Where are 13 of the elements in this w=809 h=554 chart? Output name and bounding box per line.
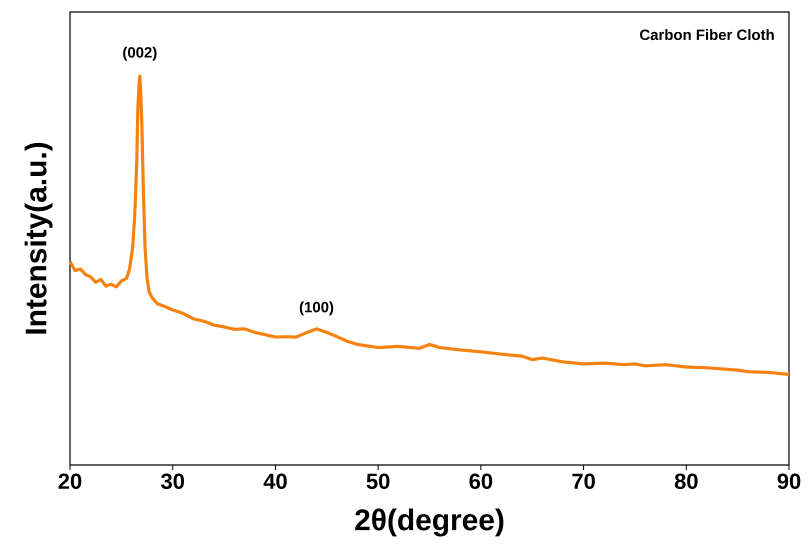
x-tick-label: 90 [778,473,800,490]
x-tick-label: 70 [572,473,595,490]
x-tick-label: 40 [264,473,287,490]
x-axis-title: 2θ(degree) [355,508,504,537]
annotation: (100) [300,301,334,316]
x-tick-label: 20 [58,473,82,490]
x-tick-label: 30 [161,473,184,490]
text: Carbon Fiber Cloth [640,29,774,40]
x-tick-label: 80 [674,473,698,490]
x-tick-label: 50 [366,473,390,490]
x-tick-label: 60 [469,473,492,490]
y-axis-title: Intensity(a.u.) [24,142,52,334]
annotation: (002) [123,46,157,61]
